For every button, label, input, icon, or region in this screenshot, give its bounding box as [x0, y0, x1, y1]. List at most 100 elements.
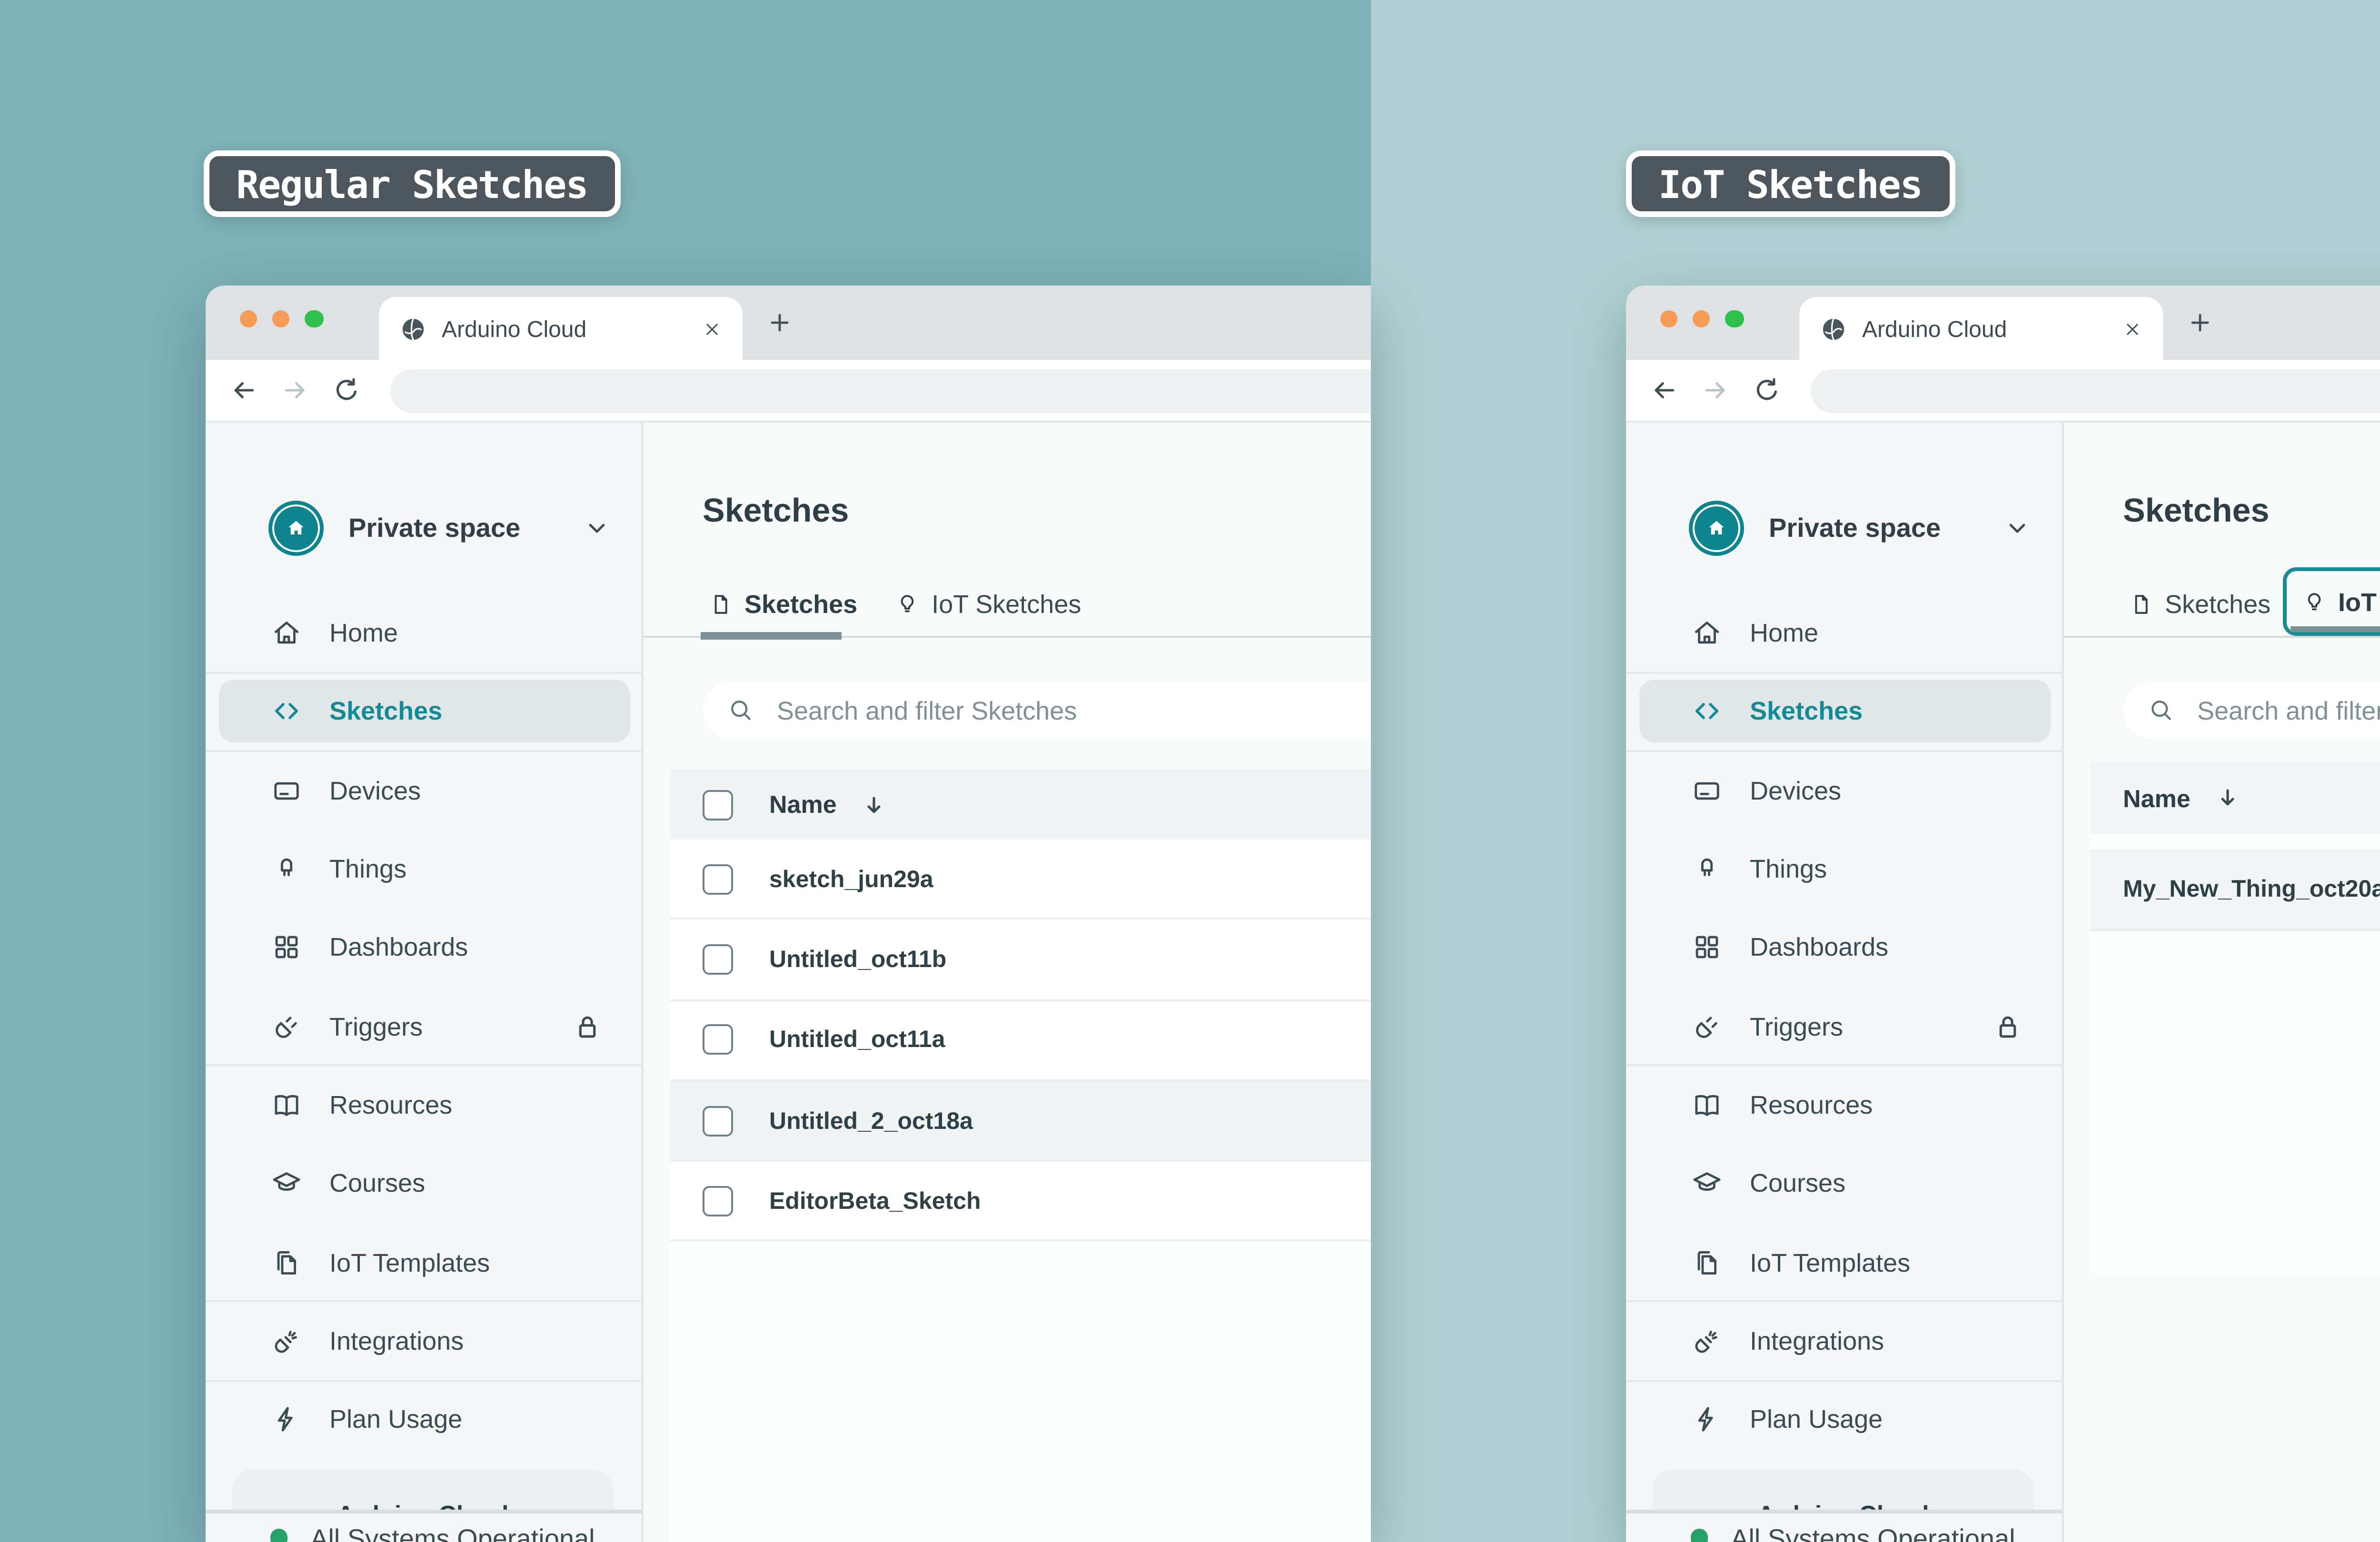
forward-icon[interactable]	[1700, 375, 1731, 405]
private-space-avatar	[268, 500, 324, 555]
sketch-name[interactable]: EditorBeta_Sketch	[769, 1187, 981, 1215]
sidebar-item-integrations[interactable]: Integrations	[1626, 1302, 2062, 1380]
window-controls	[1660, 309, 1744, 327]
search-bar[interactable]	[703, 682, 1371, 739]
sidebar-item-iot-templates[interactable]: IoT Templates	[1626, 1223, 2062, 1302]
reload-icon[interactable]	[331, 375, 362, 405]
sidebar-item-resources[interactable]: Resources	[206, 1066, 642, 1144]
sidebar-item-label: Devices	[1750, 776, 1842, 805]
sketch-name[interactable]: My_New_Thing_oct20a	[2123, 876, 2380, 902]
sidebar-item-devices[interactable]: Devices	[206, 751, 642, 830]
select-all-checkbox[interactable]	[703, 789, 733, 820]
window-minimize-button[interactable]	[272, 309, 290, 327]
chevron-down-icon[interactable]	[2003, 513, 2032, 542]
integrations-icon	[1690, 1325, 1722, 1357]
divider	[1626, 1379, 2062, 1382]
home-icon	[269, 617, 302, 650]
back-icon[interactable]	[228, 375, 259, 405]
space-selector[interactable]: Private space	[206, 495, 642, 560]
address-bar[interactable]	[1811, 368, 2380, 412]
address-bar[interactable]	[390, 368, 1371, 412]
close-tab-icon[interactable]	[2123, 319, 2142, 338]
sidebar-item-things[interactable]: Things	[206, 830, 642, 909]
window-close-button[interactable]	[240, 309, 258, 327]
sidebar-item-sketches[interactable]: Sketches	[206, 672, 642, 751]
new-tab-icon[interactable]	[767, 310, 792, 335]
window-zoom-button[interactable]	[305, 309, 323, 327]
sidebar-item-resources[interactable]: Resources	[1626, 1066, 2062, 1144]
sidebar-item-iot-templates[interactable]: IoT Templates	[206, 1223, 642, 1302]
new-tab-icon[interactable]	[2188, 310, 2212, 335]
sidebar-item-dashboards[interactable]: Dashboards	[206, 909, 642, 987]
sidebar-item-sketches[interactable]: Sketches	[1626, 672, 2062, 751]
table-row[interactable]: Untitled_oct11b	[670, 920, 1371, 1001]
divider	[206, 672, 642, 674]
back-icon[interactable]	[1649, 375, 1679, 405]
document-icon	[2129, 591, 2153, 616]
lightning-icon	[1690, 1404, 1722, 1436]
window-close-button[interactable]	[1660, 309, 1678, 327]
table-row[interactable]: Untitled_oct11a	[670, 1000, 1371, 1081]
row-checkbox[interactable]	[703, 1186, 733, 1216]
sort-descending-icon[interactable]	[2215, 784, 2242, 811]
browser-tab-title: Arduino Cloud	[442, 315, 587, 342]
graduation-cap-icon	[1690, 1167, 1722, 1200]
status-bar[interactable]: All Systems Operational	[269, 1515, 642, 1542]
sidebar-item-things[interactable]: Things	[1626, 830, 2062, 909]
row-checkbox[interactable]	[703, 863, 733, 894]
sketch-name[interactable]: sketch_jun29a	[769, 865, 933, 892]
sidebar-item-courses[interactable]: Courses	[206, 1144, 642, 1223]
sidebar-item-integrations[interactable]: Integrations	[206, 1302, 642, 1380]
status-bar[interactable]: All Systems Operational	[1690, 1515, 2062, 1542]
table-row[interactable]: sketch_jun29a	[670, 840, 1371, 920]
plug-icon	[1690, 1010, 1722, 1043]
sketch-name[interactable]: Untitled_2_oct18a	[769, 1107, 973, 1134]
sidebar-item-courses[interactable]: Courses	[1626, 1144, 2062, 1223]
chevron-down-icon[interactable]	[583, 513, 611, 542]
view-tabs: Sketches IoT Sketches	[708, 581, 1081, 626]
table-row[interactable]: My_New_Thing_oct20a	[2091, 849, 2380, 931]
sidebar-item-home[interactable]: Home	[206, 594, 642, 672]
sidebar-item-triggers[interactable]: Triggers	[1626, 987, 2062, 1066]
window-minimize-button[interactable]	[1693, 309, 1711, 327]
space-selector[interactable]: Private space	[1626, 495, 2062, 560]
sidebar-item-plan-usage[interactable]: Plan Usage	[206, 1380, 642, 1459]
window-zoom-button[interactable]	[1726, 309, 1744, 327]
sidebar-item-home[interactable]: Home	[1626, 594, 2062, 672]
browser-tab[interactable]: Arduino Cloud	[379, 297, 743, 360]
forward-icon[interactable]	[280, 375, 310, 405]
row-checkbox[interactable]	[703, 1024, 733, 1055]
led-icon	[1690, 853, 1722, 885]
lock-icon	[571, 1010, 604, 1043]
sort-descending-icon[interactable]	[862, 791, 888, 818]
table-row[interactable]: EditorBeta_Sketch	[670, 1161, 1371, 1242]
name-column-header[interactable]: Name	[769, 790, 837, 819]
search-input[interactable]	[2193, 694, 2380, 726]
browser-tab[interactable]: Arduino Cloud	[1799, 297, 2163, 360]
browser-tab-title: Arduino Cloud	[1862, 315, 2007, 342]
sidebar-item-dashboards[interactable]: Dashboards	[1626, 909, 2062, 987]
tab-sketches[interactable]: Sketches	[708, 589, 857, 618]
sketch-name[interactable]: Untitled_oct11b	[769, 946, 947, 973]
sidebar-item-devices[interactable]: Devices	[1626, 751, 2062, 830]
divider	[206, 751, 642, 753]
reload-icon[interactable]	[1752, 375, 1782, 405]
search-bar[interactable]	[2123, 682, 2380, 739]
tab-iot-sketches-focused[interactable]: IoT Sketches	[2283, 567, 2380, 636]
sidebar-item-label: Things	[1750, 855, 1827, 884]
active-item-highlight	[218, 680, 629, 743]
search-input[interactable]	[773, 694, 1371, 726]
table-row[interactable]: Untitled_2_oct18a	[670, 1081, 1371, 1162]
sidebar-item-plan-usage[interactable]: Plan Usage	[1626, 1380, 2062, 1459]
sketch-name[interactable]: Untitled_oct11a	[769, 1026, 945, 1053]
status-text: All Systems Operational	[310, 1523, 595, 1542]
row-checkbox[interactable]	[703, 1105, 733, 1136]
tab-sketches[interactable]: Sketches	[2129, 589, 2271, 618]
sidebar-item-triggers[interactable]: Triggers	[206, 987, 642, 1066]
name-column-header[interactable]: Name	[2123, 783, 2191, 812]
row-checkbox[interactable]	[703, 944, 733, 975]
lightning-icon	[269, 1404, 302, 1436]
close-tab-icon[interactable]	[703, 319, 722, 338]
tab-iot-sketches[interactable]: IoT Sketches	[895, 589, 1081, 618]
graduation-cap-icon	[269, 1167, 302, 1200]
